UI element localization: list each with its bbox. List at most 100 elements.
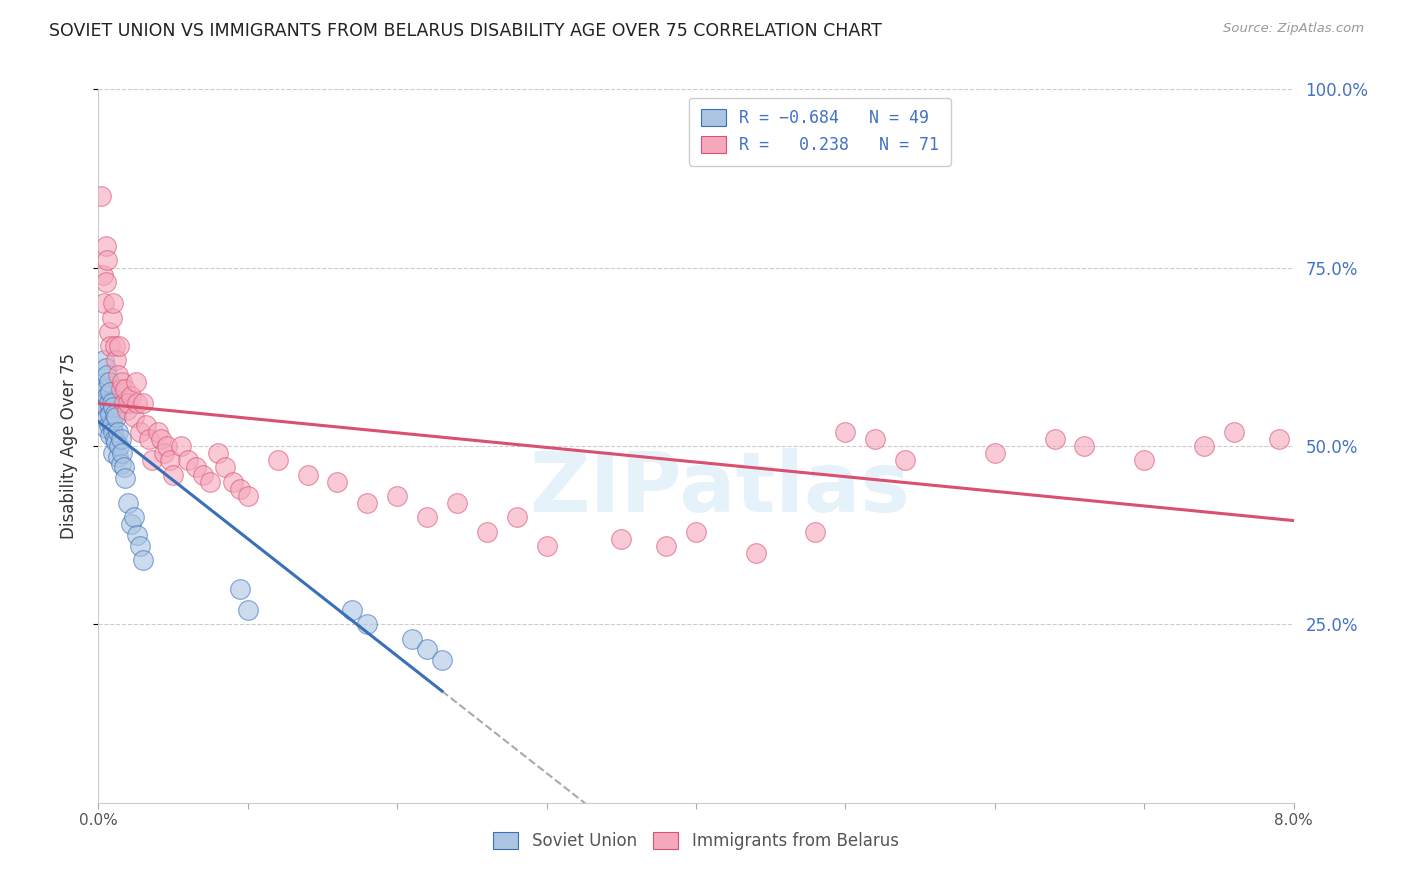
Point — [97, 396, 120, 410]
Point — [127, 396, 149, 410]
Point — [107, 368, 129, 382]
Point — [103, 425, 125, 439]
Point — [94, 382, 117, 396]
Point — [214, 460, 236, 475]
Point — [229, 482, 252, 496]
Point — [93, 353, 115, 368]
Point — [984, 446, 1007, 460]
Point — [110, 382, 132, 396]
Point — [416, 642, 439, 657]
Point — [91, 410, 114, 425]
Point — [108, 439, 131, 453]
Point — [103, 400, 125, 414]
Point — [162, 467, 184, 482]
Point — [135, 417, 157, 432]
Point — [98, 407, 122, 421]
Point — [94, 400, 117, 414]
Point — [114, 382, 136, 396]
Point — [98, 428, 122, 442]
Point — [120, 517, 142, 532]
Point — [1073, 439, 1095, 453]
Point — [105, 353, 128, 368]
Point — [610, 532, 633, 546]
Point — [107, 450, 129, 464]
Point — [111, 375, 134, 389]
Point — [97, 325, 120, 339]
Point — [446, 496, 468, 510]
Point — [98, 385, 122, 400]
Point — [865, 432, 887, 446]
Point — [129, 425, 152, 439]
Point — [153, 446, 176, 460]
Point — [894, 453, 917, 467]
Point — [90, 189, 112, 203]
Point — [110, 457, 132, 471]
Point — [96, 368, 118, 382]
Point — [229, 582, 252, 596]
Text: SOVIET UNION VS IMMIGRANTS FROM BELARUS DISABILITY AGE OVER 75 CORRELATION CHART: SOVIET UNION VS IMMIGRANTS FROM BELARUS … — [49, 22, 882, 40]
Point — [96, 389, 118, 403]
Point — [156, 439, 179, 453]
Point — [834, 425, 856, 439]
Point — [685, 524, 707, 539]
Point — [103, 296, 125, 310]
Point — [101, 417, 124, 432]
Point — [91, 268, 114, 282]
Point — [430, 653, 453, 667]
Point — [1267, 432, 1289, 446]
Point — [125, 375, 148, 389]
Point — [1223, 425, 1246, 439]
Point — [356, 617, 378, 632]
Point — [127, 528, 149, 542]
Y-axis label: Disability Age Over 75: Disability Age Over 75 — [59, 353, 77, 539]
Point — [115, 403, 138, 417]
Point — [129, 539, 152, 553]
Point — [169, 439, 191, 453]
Point — [141, 453, 163, 467]
Point — [111, 446, 134, 460]
Point — [104, 407, 127, 421]
Point — [200, 475, 222, 489]
Point — [267, 453, 290, 467]
Point — [90, 382, 112, 396]
Point — [536, 539, 558, 553]
Point — [94, 239, 117, 253]
Point — [159, 453, 181, 467]
Point — [110, 432, 132, 446]
Point — [475, 524, 498, 539]
Point — [297, 467, 319, 482]
Point — [177, 453, 200, 467]
Point — [101, 396, 124, 410]
Point — [342, 603, 364, 617]
Point — [1192, 439, 1215, 453]
Point — [506, 510, 529, 524]
Point — [326, 475, 349, 489]
Point — [105, 435, 128, 450]
Point — [105, 410, 128, 425]
Point — [124, 410, 146, 425]
Point — [655, 539, 678, 553]
Point — [1043, 432, 1066, 446]
Point — [236, 603, 259, 617]
Point — [745, 546, 768, 560]
Point — [107, 425, 129, 439]
Point — [112, 396, 135, 410]
Point — [124, 510, 146, 524]
Point — [94, 421, 117, 435]
Point — [97, 417, 120, 432]
Point — [96, 410, 118, 425]
Point — [94, 275, 117, 289]
Point — [222, 475, 245, 489]
Point — [132, 396, 155, 410]
Point — [1133, 453, 1156, 467]
Point — [101, 310, 124, 325]
Text: Source: ZipAtlas.com: Source: ZipAtlas.com — [1223, 22, 1364, 36]
Point — [416, 510, 439, 524]
Text: ZIPatlas: ZIPatlas — [530, 449, 910, 529]
Point — [93, 396, 115, 410]
Point — [356, 496, 378, 510]
Point — [236, 489, 259, 503]
Point — [93, 296, 115, 310]
Point — [97, 375, 120, 389]
Point — [93, 375, 115, 389]
